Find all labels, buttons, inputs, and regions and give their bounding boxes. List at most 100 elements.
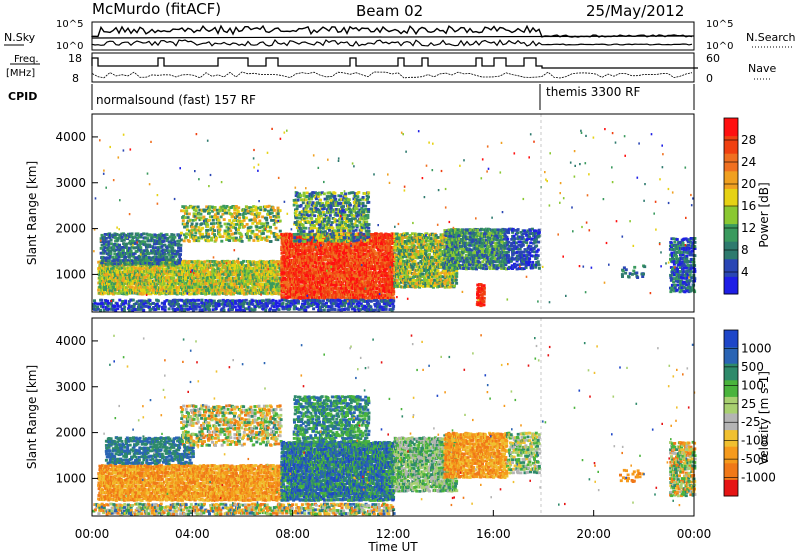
- heatmap-cell: [147, 292, 151, 296]
- heatmap-cell: [132, 252, 135, 256]
- heatmap-cell: [146, 237, 150, 240]
- heatmap-cell: [131, 239, 134, 242]
- heatmap-cell: [268, 280, 272, 283]
- heatmap-cell: [264, 288, 268, 292]
- heatmap-cell: [126, 259, 130, 262]
- heatmap-cell: [181, 219, 185, 222]
- heatmap-cell: [187, 240, 191, 243]
- heatmap-cell: [252, 289, 256, 292]
- heatmap-cell: [113, 252, 117, 256]
- heatmap-cell: [212, 281, 216, 285]
- heatmap-cell: [177, 249, 180, 253]
- heatmap-cell: [130, 259, 134, 263]
- heatmap-cell: [275, 266, 279, 270]
- heatmap-cell: [154, 246, 158, 249]
- heatmap-cell: [115, 283, 119, 287]
- heatmap-cell: [230, 236, 234, 240]
- heatmap-cell: [304, 287, 308, 291]
- heatmap-cell: [239, 233, 243, 237]
- heatmap-cell: [188, 218, 192, 222]
- heatmap-cell: [216, 267, 220, 270]
- heatmap-cell: [138, 255, 142, 259]
- heatmap-cell: [200, 222, 204, 226]
- heatmap-cell: [162, 289, 166, 293]
- heatmap-cell: [249, 261, 253, 265]
- nave-tick-bottom: 0: [706, 72, 713, 85]
- heatmap-cell: [237, 273, 241, 277]
- heatmap-cell: [278, 209, 282, 212]
- heatmap-cell: [195, 228, 199, 232]
- heatmap-cell: [118, 253, 122, 256]
- heatmap-cell: [257, 222, 261, 225]
- heatmap-cell: [181, 287, 184, 291]
- heatmap-cell: [102, 248, 106, 252]
- heatmap-cell: [269, 264, 272, 267]
- heatmap-cell: [279, 282, 283, 285]
- heatmap-cell: [213, 233, 216, 236]
- heatmap-cell: [128, 241, 131, 245]
- heatmap-cell: [264, 277, 268, 280]
- heatmap-cell: [111, 284, 115, 288]
- heatmap-cell: [135, 239, 139, 242]
- heatmap-cell: [183, 259, 187, 263]
- heatmap-cell: [218, 233, 222, 237]
- heatmap-cell: [246, 286, 250, 289]
- heatmap-cell: [178, 261, 181, 265]
- heatmap-cell: [230, 288, 234, 292]
- heatmap-cell: [133, 242, 137, 245]
- heatmap-cell: [128, 246, 132, 250]
- heatmap-cell: [156, 258, 160, 261]
- heatmap-cell: [244, 216, 248, 220]
- heatmap-cell: [116, 238, 120, 242]
- heatmap-cell: [116, 276, 120, 280]
- heatmap-cell: [206, 267, 209, 271]
- heatmap-cell: [215, 282, 219, 286]
- heatmap-cell: [127, 256, 131, 259]
- heatmap-cell: [179, 238, 183, 242]
- nsearch-tick-top: 10^5: [706, 19, 733, 30]
- heatmap-cell: [125, 286, 128, 290]
- heatmap-cell: [183, 225, 187, 229]
- heatmap-cell: [238, 226, 241, 229]
- heatmap-cell: [103, 291, 107, 295]
- heatmap-cell: [115, 233, 119, 236]
- heatmap-cell: [148, 233, 152, 237]
- heatmap-cell: [161, 248, 165, 252]
- heatmap-cell: [259, 208, 263, 212]
- heatmap-cell: [178, 255, 182, 258]
- heatmap-cell: [150, 251, 154, 255]
- heatmap-cell: [212, 267, 215, 271]
- heatmap-cell: [131, 241, 134, 245]
- heatmap-cell: [173, 240, 177, 244]
- heatmap-cell: [166, 237, 170, 240]
- heatmap-cell: [122, 261, 126, 265]
- heatmap-cell: [240, 285, 244, 289]
- heatmap-cell: [194, 236, 198, 240]
- freq-tick-top: 18: [68, 52, 82, 65]
- heatmap-cell: [240, 289, 244, 293]
- heatmap-cell: [148, 272, 152, 275]
- heatmap-cell: [258, 266, 262, 270]
- heatmap-cell: [225, 205, 229, 208]
- heatmap-cell: [278, 292, 282, 296]
- heatmap-cell: [137, 261, 141, 265]
- heatmap-cell: [277, 279, 281, 283]
- heatmap-cell: [173, 288, 177, 292]
- heatmap-cell: [104, 273, 108, 277]
- heatmap-cell: [273, 276, 277, 279]
- heatmap-cell: [104, 240, 108, 244]
- heatmap-cell: [108, 289, 112, 293]
- heatmap-cell: [211, 218, 215, 222]
- heatmap-cell: [110, 286, 114, 290]
- heatmap-cell: [249, 288, 253, 292]
- heatmap-cell: [144, 236, 147, 240]
- heatmap-cell: [130, 286, 134, 289]
- heatmap-cell: [108, 246, 112, 250]
- heatmap-cell: [208, 208, 212, 212]
- heatmap-cell: [133, 235, 137, 239]
- heatmap-cell: [270, 292, 274, 296]
- heatmap-cell: [243, 283, 246, 286]
- heatmap-cell: [159, 261, 163, 265]
- heatmap-cell: [161, 234, 165, 237]
- heatmap-cell: [165, 274, 169, 277]
